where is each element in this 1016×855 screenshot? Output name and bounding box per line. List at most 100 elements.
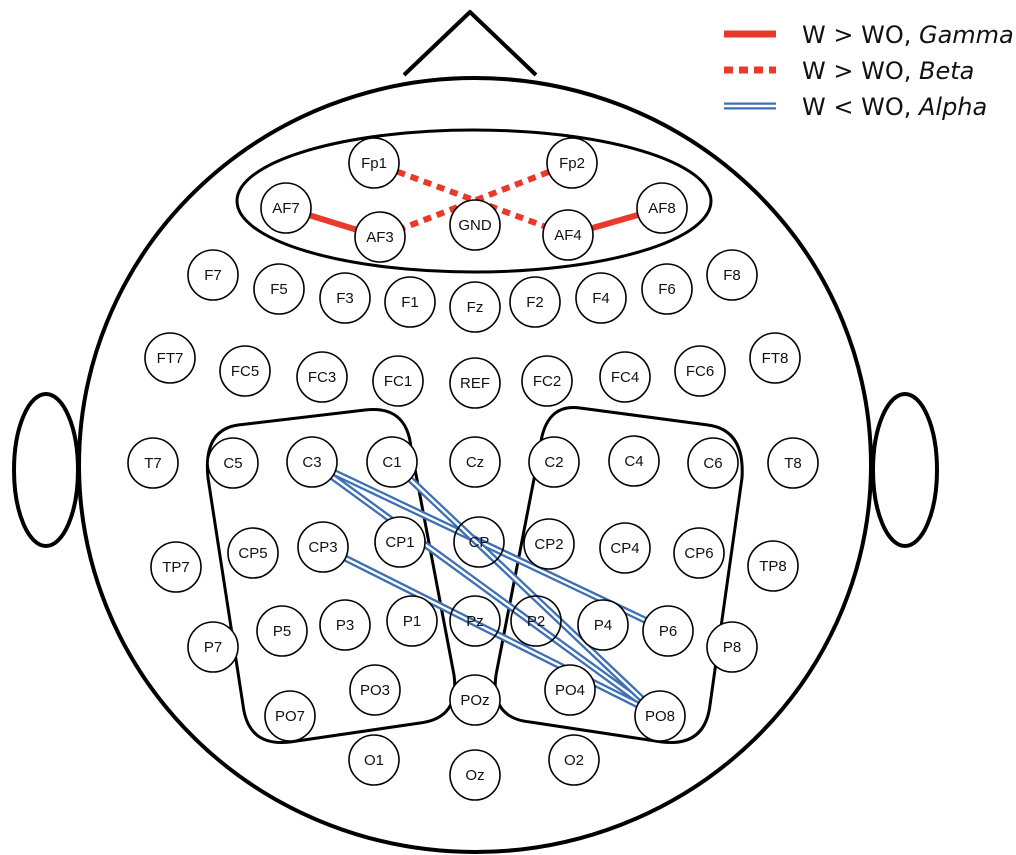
electrode-circle — [374, 516, 426, 568]
electrode-label: FC3 — [308, 369, 336, 386]
left-ear-outline — [12, 392, 80, 548]
legend-label: W > WO, Gamma — [802, 21, 1014, 49]
electrode-circle — [599, 522, 651, 574]
electrode-p3: P3 — [319, 599, 371, 651]
electrode-fp2: Fp2 — [546, 137, 598, 189]
electrode-af8: AF8 — [636, 182, 688, 234]
legend: W > WO, Gamma W > WO, Beta W < WO, Alpha — [724, 21, 1014, 121]
right-parietal-region-outline — [493, 406, 744, 745]
electrode-p7: P7 — [187, 621, 239, 673]
alpha-connection-CP3-PO8 — [333, 550, 650, 713]
legend-item-gamma: W > WO, Gamma — [724, 21, 1014, 49]
electrode-label: C6 — [703, 455, 722, 472]
electrode-tp7: TP7 — [150, 541, 202, 593]
electrode-label: AF8 — [648, 200, 676, 217]
electrode-circle — [449, 436, 501, 488]
nose-outline — [402, 10, 538, 77]
electrode-cp6: CP6 — [673, 527, 725, 579]
electrode-circle — [608, 435, 660, 487]
electrode-p4: P4 — [577, 599, 629, 651]
electrode-label: F6 — [658, 281, 676, 298]
electrode-label: O1 — [364, 752, 384, 769]
electrode-label: F5 — [270, 281, 288, 298]
gamma-connection-AF4-AF8 — [591, 212, 639, 231]
electrode-circle — [219, 345, 271, 397]
electrode-circle — [599, 351, 651, 403]
electrode-po8: PO8 — [634, 690, 686, 742]
electrode-f7: F7 — [187, 249, 239, 301]
electrode-label: REF — [460, 375, 490, 392]
electrode-fp1: Fp1 — [348, 137, 400, 189]
electrode-label: Fz — [467, 299, 484, 316]
electrode-t8: T8 — [767, 437, 819, 489]
electrode-circle — [577, 599, 629, 651]
electrode-fc2: FC2 — [521, 355, 573, 407]
electrode-f2: F2 — [509, 276, 561, 328]
electrode-label: FT7 — [157, 350, 184, 367]
electrode-circle — [544, 664, 596, 716]
electrode-circle — [546, 137, 598, 189]
electrode-af4: AF4 — [542, 209, 594, 261]
connection-lines-group — [309, 168, 657, 713]
electrode-label: TP7 — [162, 559, 190, 576]
electrode-circle — [575, 272, 627, 324]
electrode-label: C5 — [223, 455, 242, 472]
electrode-p2: P2 — [510, 595, 562, 647]
electrode-label: C2 — [544, 454, 563, 471]
electrode-circle — [449, 199, 501, 251]
electrode-circle — [523, 518, 575, 570]
electrode-circle — [286, 436, 338, 488]
electrode-circle — [207, 437, 259, 489]
electrode-label: F7 — [204, 267, 222, 284]
electrode-circle — [127, 437, 179, 489]
electrode-c2: C2 — [528, 436, 580, 488]
electrode-label: PO7 — [275, 708, 305, 725]
electrode-cpz: CP — [453, 516, 505, 568]
electrode-label: T8 — [784, 455, 802, 472]
legend-label: W < WO, Alpha — [802, 93, 987, 121]
electrode-circle — [187, 249, 239, 301]
electrode-label: Oz — [465, 767, 484, 784]
electrode-circle — [449, 357, 501, 409]
electrode-label: C1 — [382, 454, 401, 471]
electrode-circle — [767, 437, 819, 489]
electrode-circle — [384, 276, 436, 328]
gamma-connection-AF7-AF3 — [309, 212, 357, 233]
electrode-label: PO8 — [645, 708, 675, 725]
electrode-label: AF3 — [366, 229, 394, 246]
electrode-ref: REF — [449, 357, 501, 409]
electrode-circle — [521, 355, 573, 407]
electrode-label: CP5 — [238, 545, 267, 562]
electrode-circle — [747, 540, 799, 592]
electrode-fz: Fz — [449, 281, 501, 333]
electrode-circle — [449, 674, 501, 726]
electrode-cp5: CP5 — [227, 527, 279, 579]
electrode-po3: PO3 — [349, 664, 401, 716]
electrode-circle — [642, 605, 694, 657]
electrode-circle — [386, 595, 438, 647]
alpha-connection-C1-PO8 — [399, 469, 653, 709]
electrode-pz: Pz — [449, 595, 501, 647]
electrode-oz: Oz — [449, 749, 501, 801]
electrode-label: POz — [460, 692, 489, 709]
electrode-label: CP1 — [385, 534, 414, 551]
frontal-region-outline — [235, 128, 713, 274]
electrode-fc4: FC4 — [599, 351, 651, 403]
electrode-label: F3 — [336, 290, 354, 307]
electrode-label: FC4 — [611, 369, 639, 386]
electrode-circle — [542, 209, 594, 261]
electrode-group: Fp1 Fp2 AF7 AF3 GND AF4 AF8 F7 F5 F3 F1 Fz F2 F4 F6 F8 F… — [127, 137, 819, 801]
electrode-c5: C5 — [207, 437, 259, 489]
electrode-circle — [510, 595, 562, 647]
electrode-label: CP2 — [534, 536, 563, 553]
electrode-label: FT8 — [762, 350, 789, 367]
electrode-label: Fp1 — [361, 155, 387, 172]
electrode-af3: AF3 — [354, 211, 406, 263]
electrode-f6: F6 — [641, 263, 693, 315]
electrode-label: C4 — [624, 453, 643, 470]
electrode-label: F1 — [401, 294, 419, 311]
electrode-label: GND — [458, 217, 492, 234]
electrode-label: P1 — [403, 613, 421, 630]
electrode-circle — [150, 541, 202, 593]
electrode-label: FC5 — [231, 363, 259, 380]
